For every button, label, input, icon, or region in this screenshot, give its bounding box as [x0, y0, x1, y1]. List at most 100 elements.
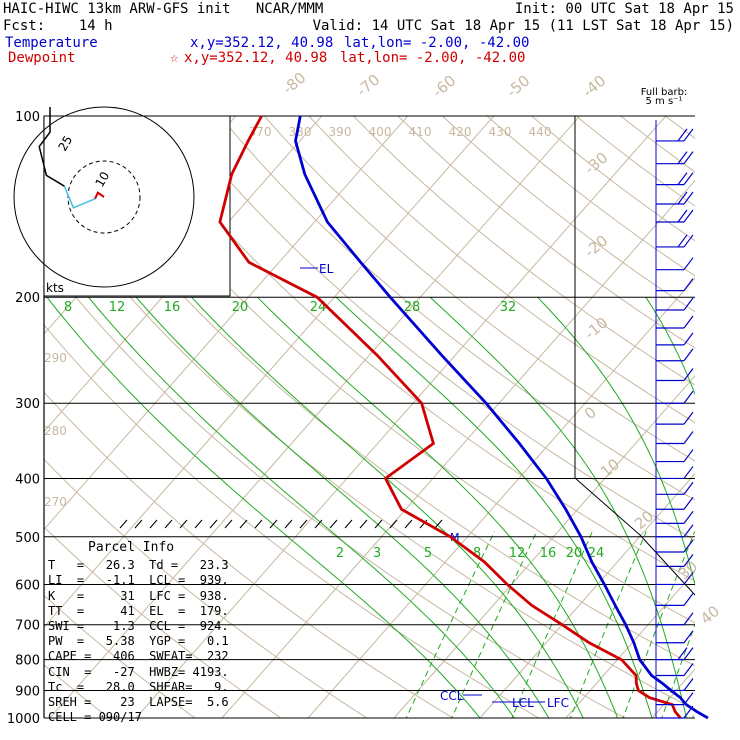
isotherm-line: [393, 375, 695, 718]
isotherm-line: [135, 116, 667, 718]
dry-adiabats: [44, 116, 695, 718]
parcel-row: K = 31 LFC = 938.: [48, 588, 229, 603]
mixing-ratio-line: [714, 532, 740, 731]
wind-barb: [683, 191, 694, 205]
isotherm-label: 20: [631, 507, 657, 533]
wind-barb: [683, 234, 694, 248]
parcel-info-title: Parcel Info: [88, 540, 175, 555]
dewpoint-star-icon: ☆: [170, 50, 179, 66]
dry-adiabat-line: [486, 116, 695, 277]
wind-barb: [683, 511, 694, 524]
mixing-ratio-label: 12: [509, 546, 526, 561]
hodograph: 10 25 kts: [13, 106, 231, 297]
wind-barb: [683, 411, 694, 425]
pressure-tick-label: 500: [15, 531, 40, 546]
pressure-tick-label: 1000: [7, 712, 40, 727]
isotherm-label: -60: [429, 72, 459, 102]
wind-barb: [683, 257, 694, 271]
moist-adiabat-line: [429, 296, 687, 718]
wind-barb: [683, 593, 694, 606]
mixing-ratio-line: [692, 709, 695, 718]
wind-barb: [683, 297, 694, 311]
hatch-mark: [299, 519, 308, 529]
model-title: HAIC-HIWC 13km ARW-GFS init NCAR/MMM: [3, 1, 324, 17]
theta-e-label: 410: [409, 125, 432, 139]
dry-adiabat-line: [219, 116, 695, 501]
wind-barb: [683, 678, 694, 691]
wind-barb: [683, 128, 694, 142]
wind-barbs: Full barb:5 m s⁻¹: [641, 87, 694, 719]
isotherm-line: [651, 668, 695, 718]
hodograph-ring: [67, 160, 141, 234]
pressure-tick-label: 100: [15, 110, 40, 125]
isotherm-label: -40: [579, 72, 609, 102]
hatch-mark: [389, 519, 398, 529]
parcel-row: T = 26.3 Td = 23.3: [48, 558, 229, 573]
forecast-hour: Fcst: 14 h: [3, 18, 113, 34]
lcl-label: LCL: [512, 696, 534, 710]
wind-barb: [683, 348, 694, 362]
theta-e-label: 440: [529, 125, 552, 139]
hatch-mark: [344, 519, 353, 529]
mixing-ratio-label: 16: [164, 300, 181, 315]
wind-barb: [683, 524, 694, 538]
parcel-row: TT = 41 EL = 179.: [48, 603, 229, 618]
hodograph-trace: [38, 107, 65, 187]
dry-adiabat-line: [44, 118, 695, 667]
mixing-ratio-label: 28: [404, 300, 421, 315]
mixing-ratio-label: 8: [64, 300, 72, 315]
pressure-tick-label: 600: [15, 578, 40, 593]
parcel-info-panel: Parcel Info T = 26.3 Td = 23.3 LI = -1.1…: [48, 540, 238, 725]
temperature-legend-label: Temperature: [5, 35, 98, 51]
dewpoint-latlon: lat,lon= -2.00, -42.00: [340, 50, 526, 66]
theta-label: 280: [44, 424, 67, 438]
dry-adiabat-line: [85, 116, 695, 624]
hodograph-frame: [43, 115, 231, 297]
barb-key-line1: Full barb:: [641, 87, 688, 98]
el-label: EL: [319, 262, 334, 276]
isotherm-label: 0: [581, 403, 600, 423]
temperature-latlon: lat,lon= -2.00, -42.00: [344, 35, 530, 51]
wind-barb: [683, 612, 694, 626]
theta-label: 290: [44, 351, 67, 365]
isotherm-label: -20: [581, 232, 611, 262]
dry-adiabat-line: [44, 526, 282, 718]
dry-adiabat-line: [44, 324, 540, 718]
wind-barb: [683, 172, 694, 185]
hatch-mark: [134, 519, 143, 529]
plot-right-edge: [574, 477, 696, 596]
hodograph-ring-label: 25: [55, 133, 75, 153]
dry-adiabat-line: [620, 116, 695, 173]
dry-adiabat-line: [664, 116, 695, 139]
wind-barb: [683, 692, 694, 705]
isotherm-label: -10: [581, 314, 611, 344]
hodograph-ring-label: 10: [92, 169, 112, 189]
hatch-mark: [239, 519, 248, 529]
wind-barb: [683, 554, 694, 567]
hatch-mark: [314, 519, 323, 529]
dry-adiabat-line: [44, 664, 110, 718]
dry-adiabat-line: [44, 391, 454, 718]
wind-barb: [677, 191, 688, 205]
theta-e-label: 380: [289, 125, 312, 139]
hatch-mark: [329, 519, 338, 529]
theta-e-label: 420: [449, 125, 472, 139]
mixing-ratio-line: [622, 531, 695, 718]
hatch-mark: [179, 519, 188, 529]
hatch-mark: [419, 519, 428, 529]
wind-barb: [683, 151, 694, 165]
wind-barb: [683, 278, 694, 291]
pressure-tick-label: 400: [15, 472, 40, 487]
wind-barb: [683, 332, 694, 346]
mixing-ratio-line: [661, 623, 695, 718]
pressure-tick-label: 700: [15, 619, 40, 634]
pressure-tick-label: 200: [15, 291, 40, 306]
isotherm-line: [307, 277, 695, 718]
lfc-label: LFC: [547, 696, 569, 710]
pressure-tick-label: 900: [15, 684, 40, 699]
mixing-ratio-label: 20: [566, 546, 583, 561]
dry-adiabat-line: [44, 256, 626, 718]
barb-key-line2: 5 m s⁻¹: [646, 96, 683, 107]
wind-barb: [683, 572, 694, 585]
mixing-ratio-label: 2: [336, 546, 344, 561]
